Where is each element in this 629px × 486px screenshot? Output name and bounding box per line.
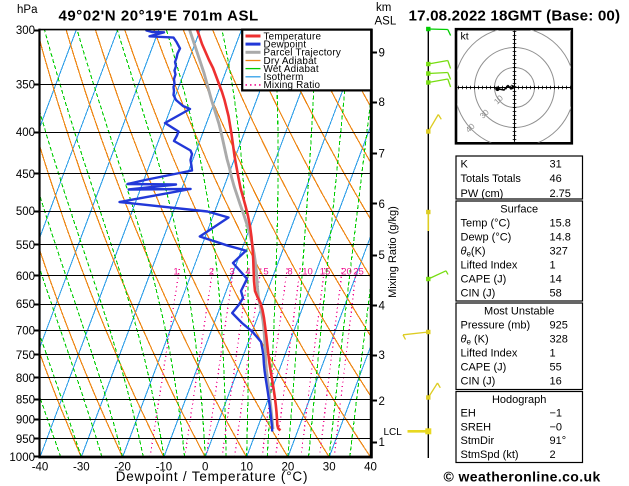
svg-text:550: 550 (16, 240, 35, 252)
svg-text:450: 450 (16, 169, 35, 181)
svg-text:kt: kt (461, 31, 469, 43)
svg-text:StmDir: StmDir (461, 435, 495, 447)
svg-text:14: 14 (550, 274, 562, 286)
svg-text:14.8: 14.8 (550, 232, 571, 244)
svg-text:Lifted Index: Lifted Index (461, 260, 518, 272)
svg-text:5: 5 (379, 250, 385, 262)
svg-text:8: 8 (379, 97, 385, 109)
svg-text:2.75: 2.75 (550, 188, 571, 200)
svg-text:θe (K): θe (K) (461, 333, 489, 346)
svg-text:0: 0 (202, 462, 208, 474)
svg-text:Totals Totals: Totals Totals (461, 173, 522, 185)
svg-text:EH: EH (461, 408, 476, 420)
svg-text:46: 46 (550, 173, 562, 185)
svg-text:49°02'N 20°19'E 701m ASL: 49°02'N 20°19'E 701m ASL (59, 7, 259, 24)
svg-text:Dewpoint / Temperature (°C): Dewpoint / Temperature (°C) (116, 469, 309, 484)
svg-text:3: 3 (229, 267, 234, 278)
svg-text:θe(K): θe(K) (461, 246, 486, 259)
svg-text:−1: −1 (550, 408, 563, 420)
svg-text:−0: −0 (550, 421, 563, 433)
svg-text:Hodograph: Hodograph (492, 394, 546, 406)
svg-text:Dewpoint: Dewpoint (264, 39, 307, 50)
svg-text:7: 7 (379, 148, 385, 160)
svg-text:300: 300 (16, 25, 35, 37)
svg-text:Temp (°C): Temp (°C) (461, 218, 511, 230)
svg-text:16: 16 (550, 375, 562, 387)
svg-text:10: 10 (302, 267, 313, 278)
svg-text:2: 2 (379, 396, 385, 408)
svg-text:850: 850 (16, 394, 35, 406)
svg-text:StmSpd (kt): StmSpd (kt) (461, 449, 519, 461)
svg-text:30: 30 (323, 462, 336, 474)
svg-text:91°: 91° (550, 435, 567, 447)
svg-text:Most Unstable: Most Unstable (484, 305, 554, 317)
svg-text:Parcel Trajectory: Parcel Trajectory (264, 48, 342, 59)
svg-text:20: 20 (341, 267, 352, 278)
svg-text:-30: -30 (73, 462, 90, 474)
svg-text:6: 6 (379, 199, 385, 211)
svg-text:400: 400 (16, 127, 35, 139)
svg-text:CIN (J): CIN (J) (461, 288, 496, 300)
svg-text:650: 650 (16, 299, 35, 311)
svg-text:Lifted Index: Lifted Index (461, 347, 518, 359)
svg-text:-10: -10 (156, 462, 173, 474)
svg-text:327: 327 (550, 246, 568, 258)
svg-text:4: 4 (379, 301, 386, 313)
svg-text:Wet Adiabat: Wet Adiabat (264, 64, 319, 75)
svg-text:2: 2 (550, 449, 556, 461)
svg-text:Dewp (°C): Dewp (°C) (461, 232, 512, 244)
svg-text:Isotherm: Isotherm (264, 72, 304, 83)
svg-text:Pressure (mb): Pressure (mb) (461, 319, 531, 331)
svg-text:km: km (376, 2, 391, 14)
svg-text:ASL: ASL (375, 16, 397, 28)
svg-text:350: 350 (16, 80, 35, 92)
svg-text:Surface: Surface (500, 204, 538, 216)
svg-text:900: 900 (16, 415, 35, 427)
svg-text:9: 9 (379, 48, 385, 60)
svg-text:950: 950 (16, 434, 35, 446)
svg-text:K: K (461, 158, 469, 170)
svg-text:1: 1 (173, 267, 178, 278)
svg-text:750: 750 (16, 350, 35, 362)
svg-text:1000: 1000 (9, 452, 35, 464)
svg-text:8: 8 (287, 267, 292, 278)
svg-text:31: 31 (550, 158, 562, 170)
svg-text:328: 328 (550, 333, 568, 345)
svg-text:25: 25 (353, 267, 364, 278)
svg-text:LCL: LCL (384, 427, 403, 438)
svg-text:700: 700 (16, 326, 35, 338)
svg-text:58: 58 (550, 288, 562, 300)
svg-text:4: 4 (245, 267, 250, 278)
svg-text:20: 20 (282, 462, 295, 474)
svg-text:CIN (J): CIN (J) (461, 375, 496, 387)
svg-text:Temperature: Temperature (264, 31, 322, 42)
svg-text:Mixing Ratio: Mixing Ratio (264, 80, 321, 91)
svg-text:10: 10 (240, 462, 253, 474)
svg-text:500: 500 (16, 206, 35, 218)
svg-text:PW (cm): PW (cm) (461, 188, 504, 200)
svg-text:CAPE (J): CAPE (J) (461, 361, 507, 373)
svg-text:925: 925 (550, 319, 568, 331)
svg-text:CAPE (J): CAPE (J) (461, 274, 507, 286)
svg-text:SREH: SREH (461, 421, 492, 433)
svg-text:15: 15 (320, 267, 331, 278)
svg-text:Mixing Ratio (g/kg): Mixing Ratio (g/kg) (387, 206, 399, 298)
svg-text:800: 800 (16, 373, 35, 385)
svg-text:3: 3 (379, 350, 385, 362)
svg-text:5: 5 (263, 267, 268, 278)
svg-text:55: 55 (550, 361, 562, 373)
svg-text:15.8: 15.8 (550, 218, 571, 230)
svg-text:2: 2 (209, 267, 214, 278)
svg-text:600: 600 (16, 271, 35, 283)
svg-text:Dry Adiabat: Dry Adiabat (264, 56, 317, 67)
svg-text:17.08.2022 18GMT (Base: 00): 17.08.2022 18GMT (Base: 00) (409, 8, 621, 25)
svg-text:1: 1 (379, 437, 385, 449)
svg-text:-40: -40 (32, 462, 49, 474)
svg-text:© weatheronline.co.uk: © weatheronline.co.uk (444, 469, 601, 485)
svg-text:1: 1 (550, 347, 556, 359)
svg-text:hPa: hPa (17, 4, 38, 16)
svg-text:-20: -20 (114, 462, 131, 474)
svg-text:40: 40 (364, 462, 377, 474)
svg-text:1: 1 (550, 260, 556, 272)
